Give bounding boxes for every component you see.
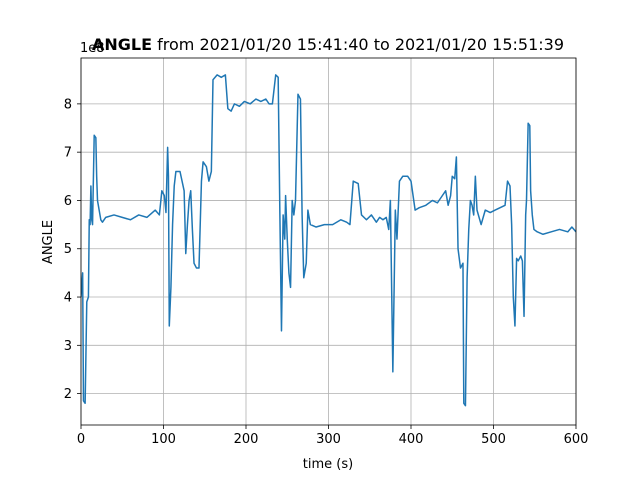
y-tick-label: 4 — [64, 291, 72, 306]
x-tick-label: 200 — [234, 432, 259, 447]
x-tick-label: 100 — [151, 432, 176, 447]
x-axis-ticks: 0 100 200 300 400 500 600 — [77, 425, 589, 447]
y-tick-label: 7 — [64, 146, 72, 161]
y-tick-label: 5 — [64, 242, 72, 257]
y-tick-label: 8 — [64, 97, 72, 112]
x-tick-label: 0 — [77, 432, 85, 447]
x-tick-label: 500 — [481, 432, 506, 447]
chart-grid — [80, 58, 577, 425]
y-tick-label: 6 — [64, 194, 72, 209]
y-axis-label: ANGLE — [41, 220, 56, 264]
x-axis-label: time (s) — [303, 457, 353, 472]
x-tick-label: 300 — [316, 432, 341, 447]
x-tick-label: 600 — [564, 432, 589, 447]
chart-title-bold: ANGLE — [92, 35, 152, 54]
y-axis-ticks: 2 3 4 5 6 7 8 — [64, 97, 81, 402]
x-tick-label: 400 — [399, 432, 424, 447]
series-line-angle — [81, 74, 576, 407]
chart-title-rest: from 2021/01/20 15:41:40 to 2021/01/20 1… — [152, 35, 564, 54]
chart-title: ANGLE from 2021/01/20 15:41:40 to 2021/0… — [92, 35, 564, 54]
y-tick-label: 2 — [64, 387, 72, 402]
chart-series-group — [81, 74, 576, 407]
y-tick-label: 3 — [64, 339, 72, 354]
y-offset-label: 1e8 — [80, 41, 105, 56]
